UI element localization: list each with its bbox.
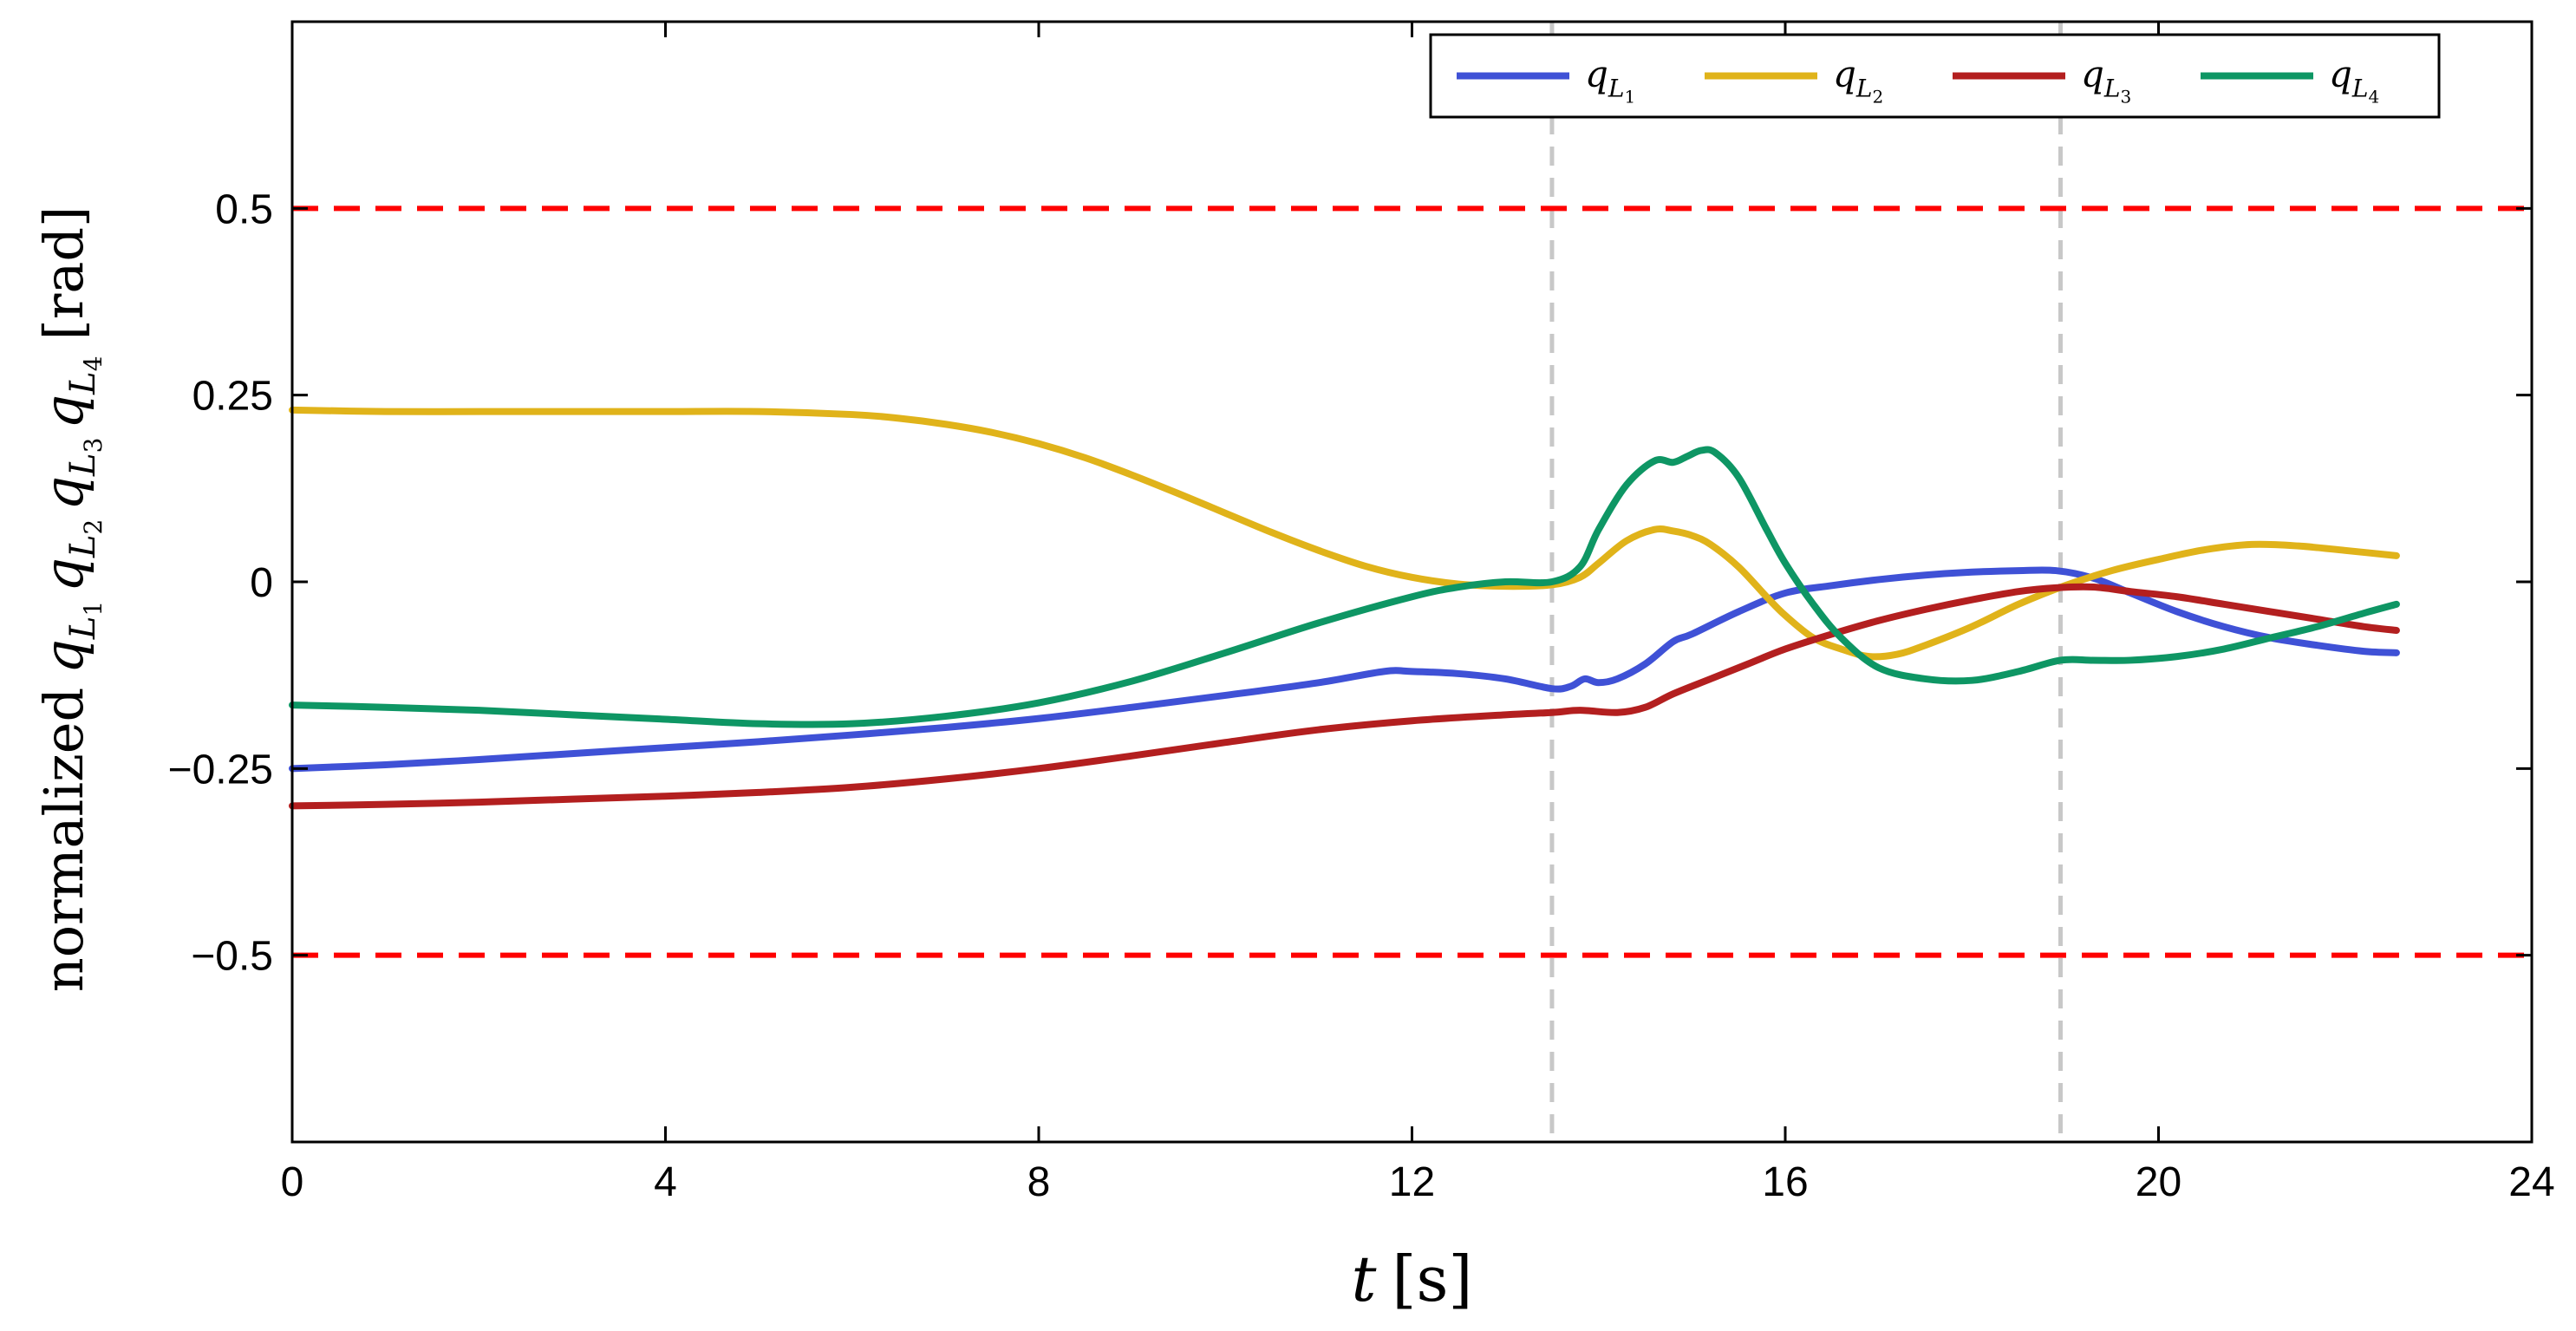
legend-label-q-l2: qL2 xyxy=(1833,53,1883,108)
x-tick-label: 12 xyxy=(1389,1159,1435,1205)
tick-labels: 0 4 8 12 16 20 24 −0.5 −0.25 0 0.25 0.5 xyxy=(168,186,2555,1205)
y-tick-label: 0.25 xyxy=(192,374,273,420)
plot-area xyxy=(289,22,2532,1142)
x-tick-label: 8 xyxy=(1027,1159,1051,1205)
axis-ticks xyxy=(290,22,2534,1142)
y-tick-label: −0.5 xyxy=(191,934,273,980)
series-lines xyxy=(289,406,2400,810)
legend-label-q-l3: qL3 xyxy=(2081,53,2131,108)
series-line-q-l2 xyxy=(289,406,2400,661)
legend-label-q-l1: qL1 xyxy=(1585,53,1635,108)
x-tick-label: 16 xyxy=(1762,1159,1808,1205)
x-axis-title: t [s] xyxy=(1351,1243,1472,1315)
y-tick-label: 0.5 xyxy=(215,186,273,232)
legend-label-q-l4: qL4 xyxy=(2329,53,2379,108)
y-tick-label: 0 xyxy=(250,560,273,606)
y-tick-label: −0.25 xyxy=(168,747,273,793)
series-line-q-l4 xyxy=(289,446,2400,728)
x-tick-label: 0 xyxy=(281,1159,304,1205)
series-line-q-l3 xyxy=(289,583,2400,810)
legend: qL1 qL2 qL3 qL4 xyxy=(1429,33,2441,119)
x-tick-label: 4 xyxy=(654,1159,677,1205)
legend-items: qL1 qL2 qL3 qL4 xyxy=(1457,53,2379,108)
x-tick-label: 24 xyxy=(2508,1159,2554,1205)
y-axis-title: normalizedqL1qL2qL3qL4[rad] xyxy=(32,206,108,992)
x-tick-label: 20 xyxy=(2136,1159,2181,1205)
